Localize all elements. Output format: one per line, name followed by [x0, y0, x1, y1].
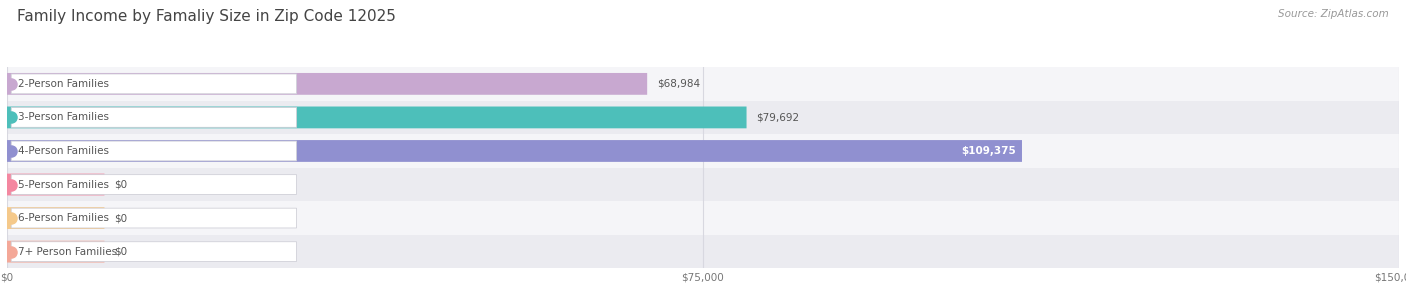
Text: 2-Person Families: 2-Person Families — [18, 79, 110, 89]
Bar — [7, 201, 1399, 235]
FancyBboxPatch shape — [7, 207, 104, 229]
FancyBboxPatch shape — [11, 74, 297, 94]
FancyBboxPatch shape — [11, 108, 297, 127]
Bar — [7, 101, 1399, 134]
FancyBboxPatch shape — [7, 140, 1022, 162]
Text: 7+ Person Families: 7+ Person Families — [18, 247, 117, 257]
FancyBboxPatch shape — [7, 241, 104, 263]
FancyBboxPatch shape — [11, 208, 297, 228]
Text: $79,692: $79,692 — [756, 113, 800, 122]
Text: $0: $0 — [114, 247, 128, 257]
FancyBboxPatch shape — [11, 175, 297, 194]
Bar — [7, 67, 1399, 101]
Text: 3-Person Families: 3-Person Families — [18, 113, 110, 122]
Text: 5-Person Families: 5-Person Families — [18, 180, 110, 189]
Text: $68,984: $68,984 — [657, 79, 700, 89]
Text: 6-Person Families: 6-Person Families — [18, 213, 110, 223]
Bar — [7, 235, 1399, 268]
Text: $0: $0 — [114, 180, 128, 189]
Text: Source: ZipAtlas.com: Source: ZipAtlas.com — [1278, 9, 1389, 19]
Text: 4-Person Families: 4-Person Families — [18, 146, 110, 156]
Bar — [7, 134, 1399, 168]
Text: $0: $0 — [114, 213, 128, 223]
FancyBboxPatch shape — [11, 141, 297, 161]
FancyBboxPatch shape — [7, 73, 647, 95]
Bar — [7, 168, 1399, 201]
FancyBboxPatch shape — [7, 174, 104, 196]
Text: $109,375: $109,375 — [962, 146, 1017, 156]
Text: Family Income by Famaliy Size in Zip Code 12025: Family Income by Famaliy Size in Zip Cod… — [17, 9, 395, 24]
FancyBboxPatch shape — [11, 242, 297, 261]
FancyBboxPatch shape — [7, 106, 747, 128]
